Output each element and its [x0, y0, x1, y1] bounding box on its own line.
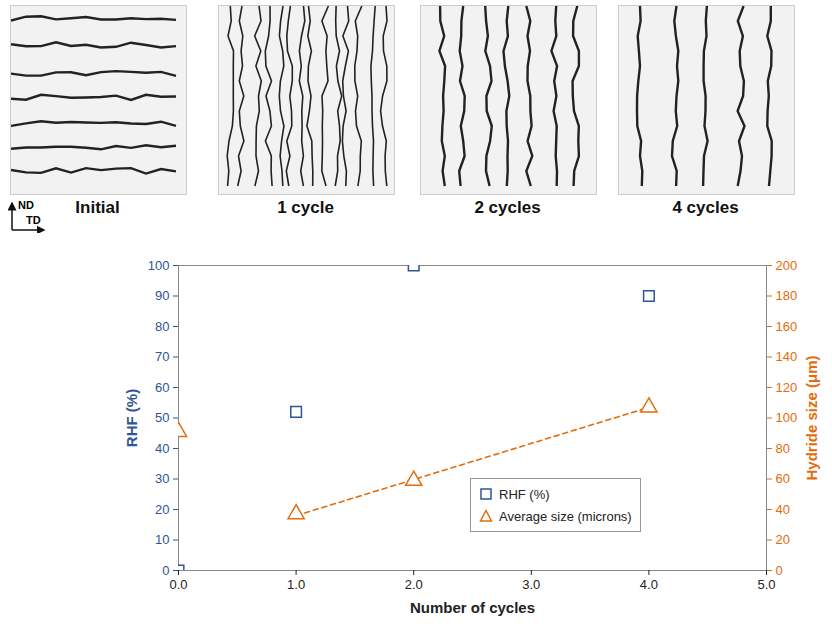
svg-text:1.0: 1.0 [287, 577, 305, 592]
svg-text:80: 80 [776, 441, 790, 456]
html-text:Average size (microns): Average size (microns) [499, 508, 632, 524]
svg-text:0.0: 0.0 [169, 577, 187, 592]
svg-text:0: 0 [162, 563, 169, 578]
svg-text:ND: ND [18, 199, 34, 211]
svg-text:90: 90 [155, 288, 169, 303]
svg-text:40: 40 [155, 441, 169, 456]
svg-text:20: 20 [155, 502, 169, 517]
svg-text:120: 120 [776, 380, 798, 395]
svg-text:50: 50 [155, 410, 169, 425]
svg-text:4.0: 4.0 [640, 577, 658, 592]
svg-text:140: 140 [776, 349, 798, 364]
svg-text:RHF (%): RHF (%) [123, 389, 140, 447]
svg-text:100: 100 [776, 410, 798, 425]
svg-text:60: 60 [776, 471, 790, 486]
svg-text:Number of cycles: Number of cycles [410, 599, 535, 616]
svg-text:180: 180 [776, 288, 798, 303]
svg-text:160: 160 [776, 319, 798, 334]
svg-text:100: 100 [148, 258, 170, 273]
svg-text:60: 60 [155, 380, 169, 395]
html-text:RHF (%): RHF (%) [499, 486, 550, 502]
svg-text:20: 20 [776, 532, 790, 547]
svg-text:5.0: 5.0 [757, 577, 775, 592]
svg-text:10: 10 [155, 532, 169, 547]
svg-text:80: 80 [155, 319, 169, 334]
svg-text:2.0: 2.0 [405, 577, 423, 592]
html-text:2 cycles: 2 cycles [474, 198, 541, 217]
svg-text:70: 70 [155, 349, 169, 364]
svg-text:0: 0 [776, 563, 783, 578]
svg-text:3.0: 3.0 [522, 577, 540, 592]
svg-text:40: 40 [776, 502, 790, 517]
svg-text:Hydride size (μm): Hydride size (μm) [803, 355, 820, 480]
html-text:1 cycle: 1 cycle [277, 198, 334, 217]
html-text:4 cycles: 4 cycles [672, 198, 739, 217]
svg-text:200: 200 [776, 258, 798, 273]
svg-text:30: 30 [155, 471, 169, 486]
html-text:Initial: Initial [75, 198, 120, 217]
svg-text:TD: TD [26, 214, 41, 226]
